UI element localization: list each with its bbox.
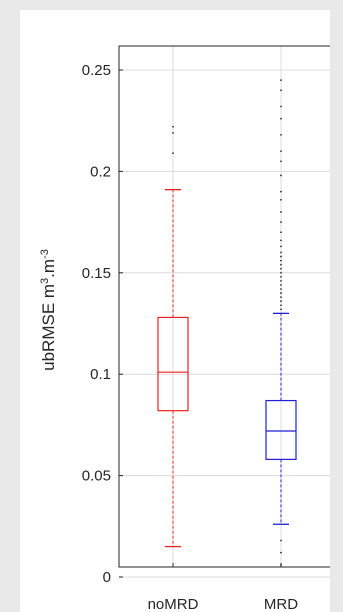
outlier-point <box>280 198 282 201</box>
outlier-point <box>280 255 282 258</box>
outlier-point <box>280 117 282 120</box>
outlier-point <box>280 300 282 303</box>
plot-layer <box>157 79 297 566</box>
outlier-point <box>280 259 282 262</box>
outlier-point <box>280 263 282 266</box>
outlier-point <box>280 150 282 153</box>
box-noMRD <box>157 125 189 548</box>
outlier-point <box>280 304 282 307</box>
outlier-point <box>280 275 282 278</box>
outlier-point <box>172 131 174 134</box>
y-tick-label: 0 <box>103 569 111 586</box>
outlier-point <box>280 160 282 163</box>
y-axis-label-sup1: 3 <box>39 278 51 284</box>
y-axis-label: ubRMSE m3.m-3 <box>39 249 58 371</box>
outlier-point <box>280 174 282 177</box>
y-axis-label-mid: .m <box>39 259 58 278</box>
outlier-point <box>280 308 282 311</box>
y-axis-label-sup2: -3 <box>39 249 51 259</box>
boxplot-chart: 0 0.05 0.1 0.15 0.2 0.25 noMRD MRD ubRMSE m3.m… <box>39 45 330 612</box>
outlier-point <box>280 288 282 290</box>
y-axis-label-main: ubRMSE m <box>39 284 58 371</box>
y-tick-label: 0.15 <box>82 265 111 282</box>
x-tick-label: MRD <box>264 596 298 612</box>
y-tick-layer: 0 0.05 0.1 0.15 0.2 0.25 <box>82 62 123 586</box>
outlier-point <box>280 211 282 213</box>
outlier-point <box>280 539 282 542</box>
outlier-point <box>280 267 282 270</box>
outlier-point <box>280 79 282 82</box>
outlier-point <box>280 221 282 224</box>
outlier-point <box>280 551 282 554</box>
outlier-point <box>280 105 282 108</box>
outlier-point <box>280 271 282 274</box>
iqr-box <box>265 399 297 460</box>
outlier-point <box>280 245 282 248</box>
y-tick-label: 0.05 <box>82 468 111 485</box>
outlier-point <box>280 133 282 136</box>
outlier-point <box>280 89 282 92</box>
iqr-box <box>157 316 189 412</box>
outlier-point <box>280 292 282 294</box>
outlier-point <box>280 239 282 242</box>
outlier-point <box>280 296 282 299</box>
axes-frame <box>118 45 330 568</box>
grid-layer <box>119 46 330 578</box>
box-MRD <box>265 79 297 566</box>
outlier-point <box>280 251 282 254</box>
outlier-point <box>280 231 282 234</box>
outlier-point <box>280 280 282 282</box>
x-tick-layer: noMRD MRD <box>148 563 298 612</box>
y-tick-label: 0.25 <box>82 62 111 79</box>
figure-panel: 0 0.05 0.1 0.15 0.2 0.25 noMRD MRD ubRMSE m3.m… <box>20 10 330 612</box>
y-tick-label: 0.2 <box>90 163 111 180</box>
outlier-point <box>280 284 282 286</box>
x-tick-label: noMRD <box>148 596 199 612</box>
outlier-point <box>172 152 174 155</box>
outlier-point <box>280 190 282 193</box>
outlier-point <box>172 125 174 128</box>
y-tick-label: 0.1 <box>90 366 111 383</box>
